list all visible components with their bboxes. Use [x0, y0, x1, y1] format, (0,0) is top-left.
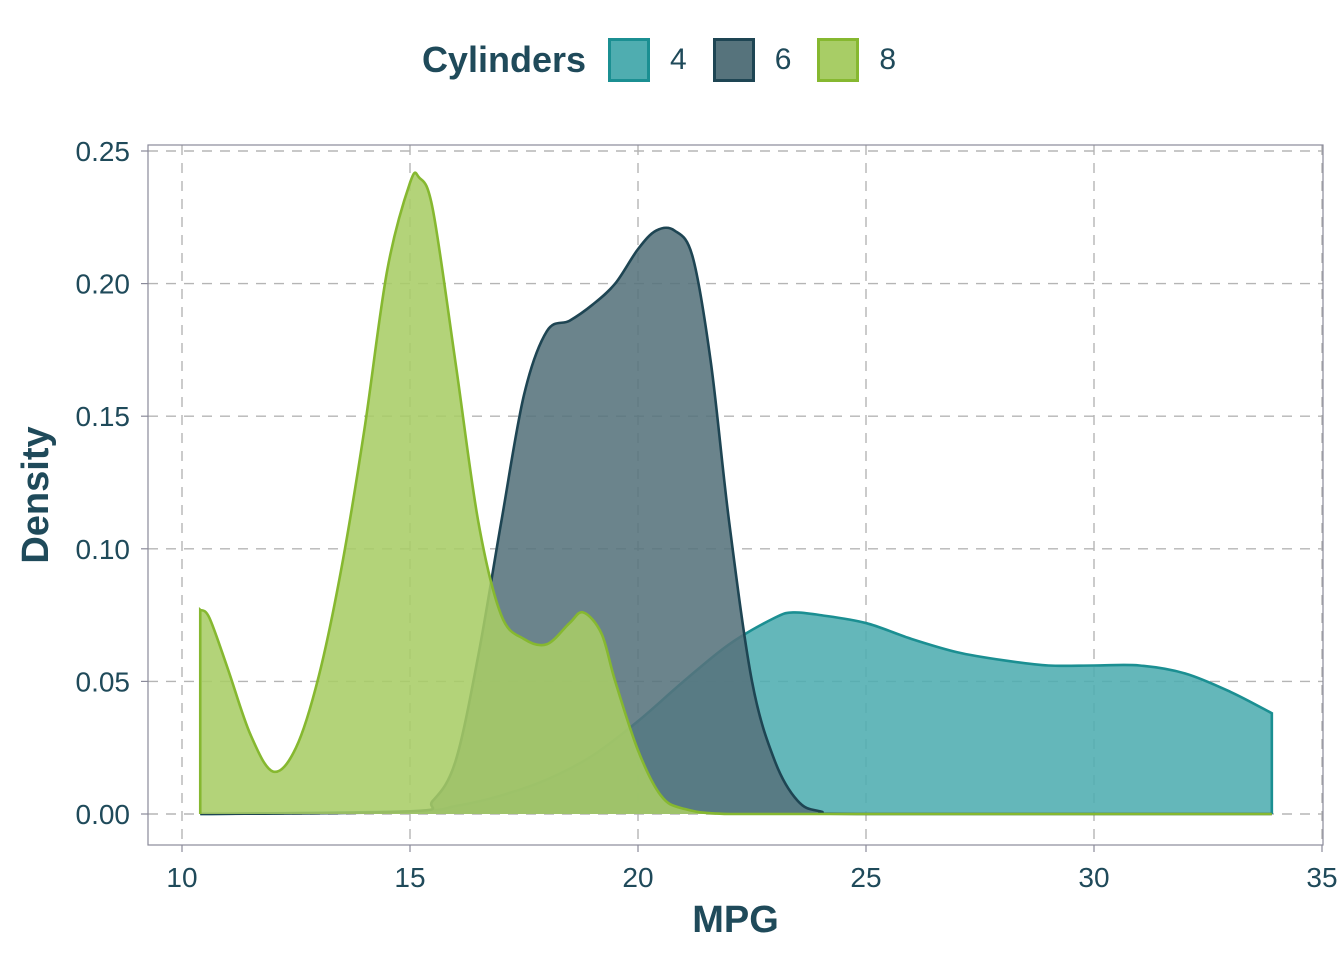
y-tick-label: 0.15: [76, 401, 131, 432]
y-axis-ticks: 0.00 0.05 0.10 0.15 0.20 0.25: [76, 136, 148, 830]
x-tick-label: 20: [622, 862, 653, 893]
x-tick-label: 35: [1306, 862, 1337, 893]
legend-swatch-8: [817, 38, 860, 82]
legend-title: Cylinders: [421, 39, 586, 80]
x-tick-label: 30: [1078, 862, 1109, 893]
y-tick-label: 0.10: [76, 534, 131, 565]
y-tick-label: 0.20: [76, 269, 131, 300]
x-tick-label: 15: [394, 862, 425, 893]
legend-swatch-6: [712, 38, 755, 82]
legend: Cylinders 4 6 8: [0, 38, 1344, 82]
legend-swatch-4: [608, 38, 650, 82]
y-tick-label: 0.00: [76, 799, 131, 830]
legend-label-8: 8: [879, 43, 897, 76]
density-areas: [198, 171, 1274, 816]
legend-label-4: 4: [670, 43, 687, 76]
legend-item-6: 6: [712, 38, 792, 82]
y-axis-title: Density: [15, 426, 57, 563]
y-tick-label: 0.05: [76, 666, 131, 697]
legend-item-8: 8: [817, 38, 896, 82]
legend-label-6: 6: [774, 43, 792, 76]
plot-border: [147, 144, 1324, 846]
x-axis-title: MPG: [692, 899, 779, 941]
x-tick-label: 25: [850, 862, 881, 893]
y-tick-label: 0.25: [76, 136, 131, 167]
density-area-6: [200, 227, 1272, 815]
density-area-8: [200, 172, 1272, 814]
x-axis-ticks: 10 15 20 25 30 35: [166, 845, 1338, 893]
density-line-8: [198, 171, 1272, 816]
legend-item-4: 4: [608, 38, 687, 82]
x-tick-label: 10: [166, 862, 197, 893]
